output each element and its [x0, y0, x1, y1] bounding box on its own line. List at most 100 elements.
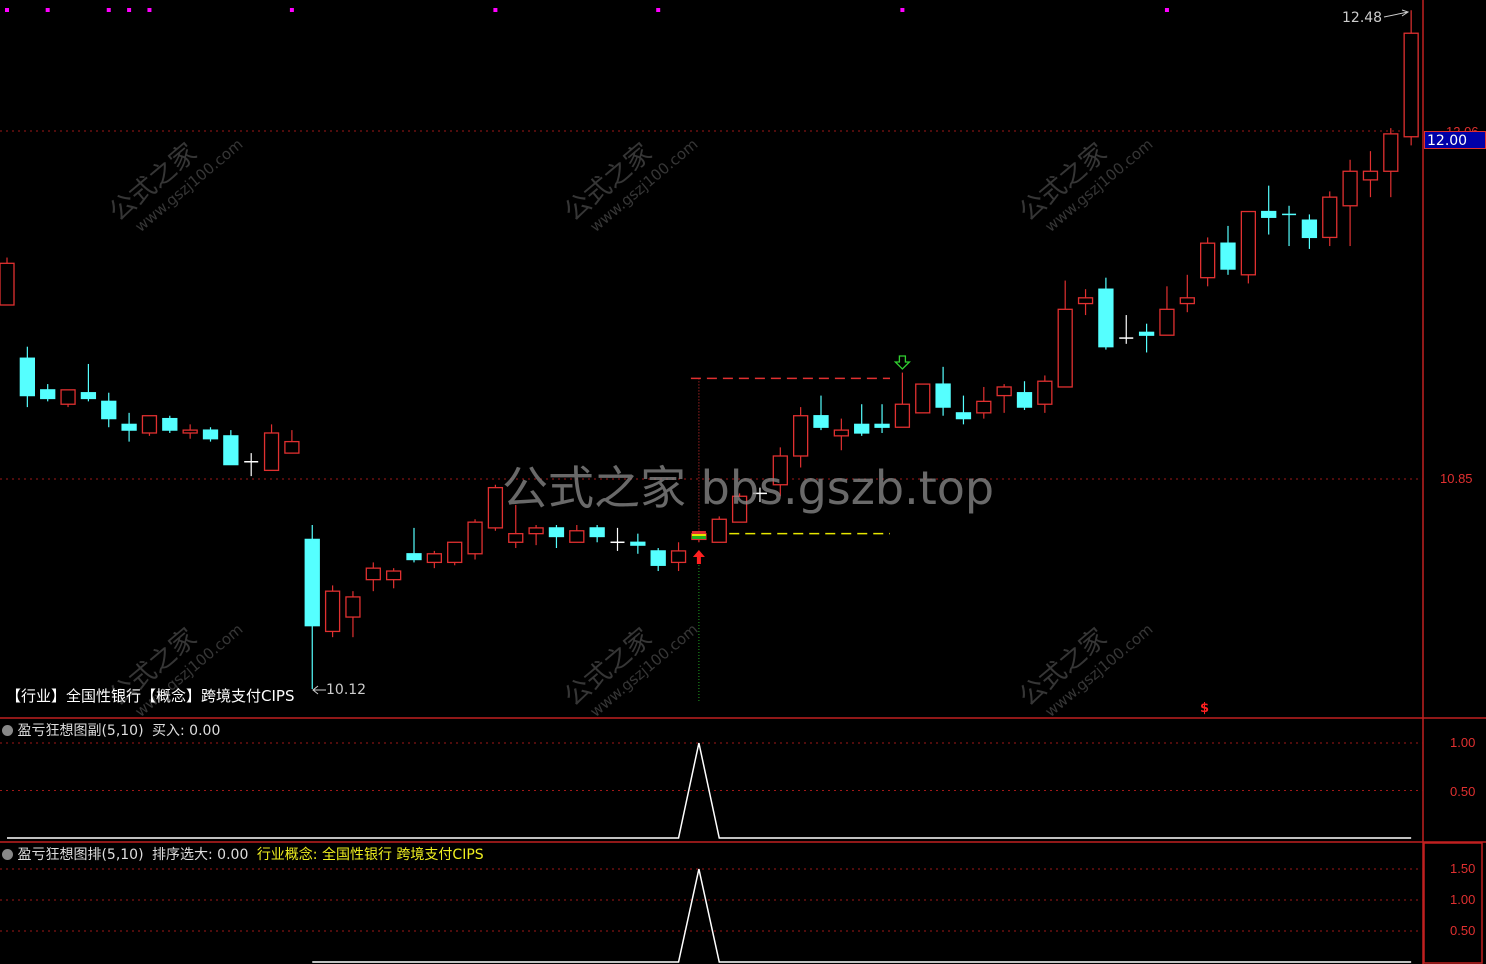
sub2-title[interactable]: 盈亏狂想图排(5,10) 排序选大: 0.00 行业概念: 全国性银行 跨境支付… — [2, 844, 484, 864]
candle-body — [1322, 196, 1338, 239]
center-watermark: 公式之家 bbs.gszb.top — [502, 461, 995, 515]
candle-body — [284, 440, 300, 454]
candle-body — [793, 415, 809, 457]
candle-body — [141, 415, 158, 434]
candle-body — [528, 527, 544, 535]
candle-body — [345, 596, 361, 618]
candle-body — [508, 532, 524, 543]
candle-body — [487, 486, 504, 529]
candle-body — [731, 495, 748, 523]
sub2-tick: 1.50 — [1450, 861, 1476, 876]
candle-body — [1159, 308, 1175, 336]
candle-body — [0, 262, 15, 306]
candle-body — [263, 432, 280, 472]
sell-arrow-icon — [893, 355, 911, 370]
top-marker — [106, 8, 111, 12]
sub1-title[interactable]: 盈亏狂想图副(5,10) 买入: 0.00 — [2, 720, 220, 740]
candle-body — [650, 550, 666, 566]
candle-body — [1362, 170, 1379, 181]
candle-body — [935, 383, 951, 408]
candle-body — [1220, 242, 1236, 270]
candle-body — [874, 423, 890, 428]
candle-body — [1179, 297, 1195, 305]
candle-body — [915, 383, 931, 414]
candle-body — [630, 541, 646, 546]
top-marker — [493, 8, 498, 12]
candle-body — [589, 527, 605, 538]
candle-body — [813, 415, 829, 428]
sub1-indicator-name: 盈亏狂想图副(5,10) — [17, 723, 144, 739]
candle-body — [1016, 392, 1033, 408]
candle-body — [1403, 32, 1419, 138]
collapse-icon[interactable] — [2, 725, 13, 736]
candle-body — [996, 386, 1012, 397]
candle-body — [1301, 219, 1318, 239]
top-marker — [900, 8, 905, 12]
candle-body — [223, 435, 239, 466]
candle-body — [80, 392, 97, 400]
candle-body — [955, 412, 972, 420]
candle-body — [40, 389, 56, 400]
candle-body — [60, 389, 76, 405]
candle-body — [202, 429, 219, 440]
candle-body — [772, 455, 788, 486]
top-marker — [45, 8, 50, 12]
candle-body — [406, 553, 422, 561]
candle-body — [1261, 210, 1277, 218]
candle-body — [101, 400, 117, 420]
candle-body — [711, 518, 727, 543]
sub2-axis-box — [1423, 842, 1483, 964]
high-pointer-icon — [1383, 9, 1410, 18]
candle-body — [182, 429, 198, 434]
sub1-value: 买入: 0.00 — [152, 723, 221, 739]
top-marker — [656, 8, 661, 12]
candle-body — [1342, 170, 1358, 207]
candle-body — [19, 357, 36, 397]
candle-body — [1240, 210, 1256, 276]
candle-body — [548, 527, 565, 538]
candle-body — [854, 423, 870, 434]
candle-body — [1138, 331, 1155, 336]
candle-body — [1098, 288, 1114, 348]
candle-body — [1383, 133, 1399, 172]
candle-body — [121, 423, 137, 431]
sub2-tick: 1.00 — [1450, 892, 1476, 907]
signal-bar — [691, 534, 706, 536]
candle-body — [569, 530, 585, 543]
candle-body — [447, 541, 463, 564]
top-marker — [127, 8, 132, 12]
candle-body — [1037, 380, 1053, 405]
candle-body — [324, 590, 341, 633]
candle-body — [385, 570, 402, 581]
low-price-label: 10.12 — [326, 682, 367, 698]
candle-body — [426, 553, 443, 564]
candle-body — [304, 538, 320, 627]
top-marker — [1164, 8, 1169, 12]
sub2-industry-label: 行业概念: 全国性银行 跨境支付CIPS — [256, 847, 484, 863]
high-price-label: 12.48 — [1342, 10, 1383, 26]
sub1-line — [7, 742, 1412, 839]
candle-body — [976, 400, 992, 414]
sub1-tick: 1.00 — [1450, 735, 1476, 750]
candle-body — [1057, 308, 1073, 388]
candle-body — [162, 417, 178, 431]
candle-body — [1200, 242, 1216, 279]
industry-concept-label: 【行业】全国性银行【概念】跨境支付CIPS — [6, 687, 295, 705]
candle-body — [670, 550, 687, 564]
dollar-marker: $ — [1200, 701, 1210, 716]
top-marker — [5, 8, 9, 12]
candle-body — [894, 403, 911, 428]
candle-body — [1077, 297, 1094, 305]
candle-body — [467, 521, 483, 555]
price-tick: 10.85 — [1440, 471, 1473, 486]
candle-body — [365, 567, 381, 581]
signal-bar — [691, 531, 706, 534]
sub2-line — [312, 868, 1412, 963]
low-pointer-icon — [312, 685, 326, 695]
candle-body — [833, 429, 849, 437]
sub2-indicator-name: 盈亏狂想图排(5,10) — [17, 847, 144, 863]
top-marker — [147, 8, 152, 12]
sub1-tick: 0.50 — [1450, 784, 1476, 799]
collapse-icon[interactable] — [2, 849, 13, 860]
